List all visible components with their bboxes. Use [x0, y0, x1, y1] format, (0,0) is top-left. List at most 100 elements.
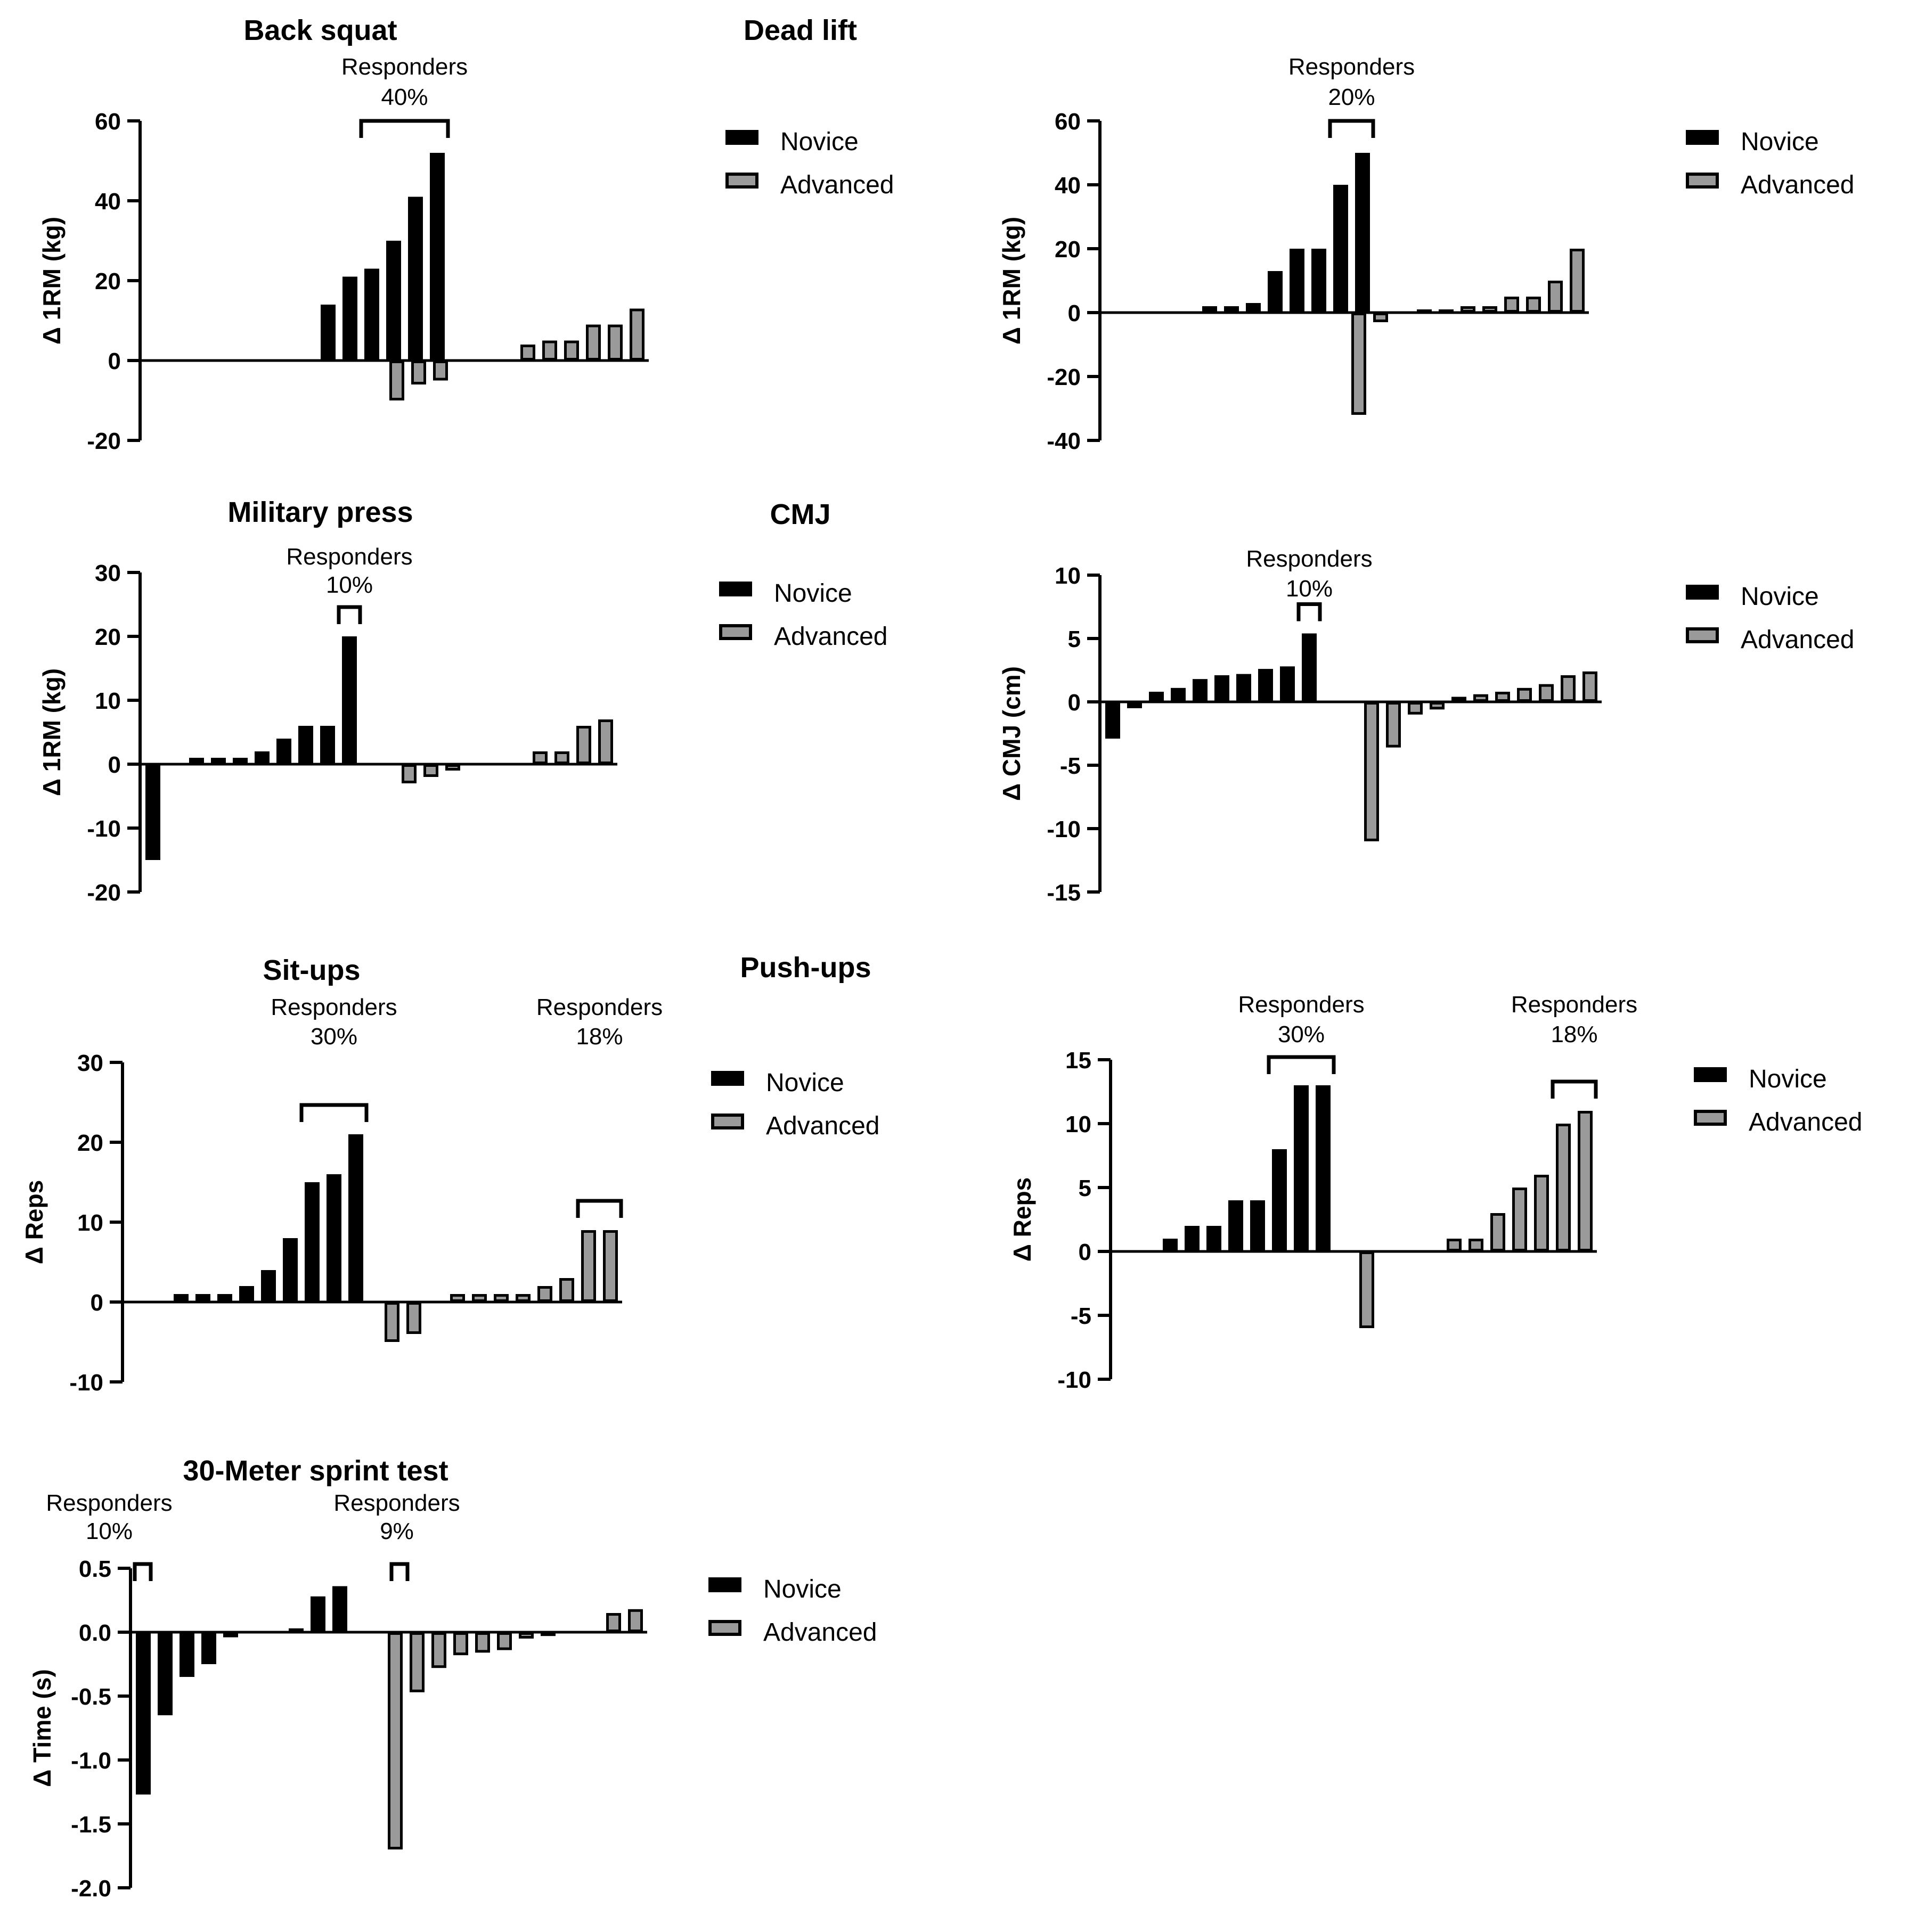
- bar-advanced: [1359, 1251, 1374, 1328]
- bar-novice: [1280, 666, 1295, 702]
- bar-advanced: [411, 361, 426, 384]
- responders-bracket: [389, 1562, 410, 1581]
- bar-advanced: [1482, 306, 1497, 313]
- bar-novice: [311, 1596, 325, 1632]
- bar-novice: [1228, 1200, 1243, 1251]
- y-tick-label: -5: [1060, 753, 1081, 779]
- y-tick-label: 0: [91, 1290, 103, 1316]
- bar-novice: [1246, 303, 1261, 313]
- responders-label: Responders: [341, 54, 468, 80]
- bar-novice: [1258, 669, 1273, 702]
- bar-advanced: [1570, 249, 1585, 313]
- legend-swatch-novice: [1686, 130, 1719, 145]
- y-tick-label: 30: [77, 1050, 103, 1076]
- bar-novice: [1171, 687, 1186, 702]
- bar-novice: [1127, 702, 1142, 708]
- legend-swatch-novice: [711, 1071, 744, 1086]
- bar-novice: [145, 764, 160, 860]
- responders-percent: 9%: [380, 1518, 414, 1544]
- chart-title: Back squat: [243, 14, 397, 46]
- legend: Novice Advanced: [1694, 1065, 1863, 1136]
- legend-label-advanced: Advanced: [763, 1618, 877, 1647]
- bar-novice: [342, 636, 357, 764]
- bar-advanced: [519, 1632, 534, 1639]
- bar-novice: [342, 276, 357, 361]
- legend-swatch-advanced: [708, 1620, 741, 1636]
- bar-novice: [158, 1632, 173, 1715]
- bar-advanced: [497, 1632, 512, 1650]
- bar-advanced: [1430, 702, 1445, 710]
- bar-advanced: [554, 751, 569, 764]
- bar-novice: [211, 758, 226, 764]
- bar-advanced: [1582, 671, 1597, 702]
- y-tick-label: -20: [87, 880, 121, 906]
- responders-bracket: [133, 1562, 153, 1581]
- bar-advanced: [1386, 702, 1401, 748]
- responders-bracket: [337, 605, 362, 624]
- bar-advanced: [1504, 297, 1519, 313]
- bar-advanced: [389, 361, 404, 400]
- y-tick-label: 60: [1055, 109, 1081, 135]
- responders-bracket: [1551, 1079, 1598, 1099]
- bar-advanced: [385, 1302, 399, 1342]
- bar-advanced: [533, 751, 548, 764]
- y-tick-label: 40: [95, 189, 121, 215]
- responders-percent: 18%: [1551, 1021, 1597, 1047]
- chart-title: CMJ: [770, 498, 830, 530]
- y-axis-title: Δ Reps: [1008, 1177, 1036, 1262]
- bar-novice: [1149, 691, 1164, 702]
- bar-advanced: [564, 340, 579, 361]
- legend-label-advanced: Advanced: [766, 1112, 880, 1140]
- bar-advanced: [1473, 694, 1488, 702]
- bar-novice: [195, 1294, 210, 1302]
- bar-advanced: [541, 1632, 556, 1636]
- bar-advanced: [450, 1294, 465, 1302]
- bar-advanced: [1534, 1175, 1549, 1251]
- legend-label-novice: Novice: [774, 579, 852, 608]
- bar-advanced: [1417, 309, 1432, 313]
- legend-swatch-novice: [708, 1577, 741, 1592]
- bar-novice: [321, 305, 336, 361]
- responders-percent: 40%: [381, 84, 428, 110]
- legend-label-advanced: Advanced: [780, 171, 894, 199]
- legend-label-novice: Novice: [1741, 128, 1819, 156]
- responders-bracket: [1296, 602, 1322, 621]
- legend-swatch-advanced: [1694, 1110, 1727, 1126]
- legend-label-novice: Novice: [780, 128, 859, 156]
- bar-novice: [1355, 153, 1370, 313]
- bar-advanced: [433, 361, 448, 381]
- y-tick-label: 0.0: [79, 1620, 111, 1646]
- legend-label-advanced: Advanced: [774, 623, 888, 651]
- y-tick-label: 30: [95, 560, 121, 586]
- bar-novice: [364, 268, 379, 361]
- bar-novice: [276, 739, 291, 764]
- y-tick-label: -20: [1047, 364, 1081, 390]
- bar-novice: [320, 726, 335, 764]
- legend: Novice Advanced: [725, 128, 894, 199]
- bar-advanced: [1451, 697, 1466, 702]
- bar-advanced: [1364, 702, 1379, 841]
- responders-percent: 20%: [1328, 84, 1375, 110]
- bar-novice: [1206, 1226, 1221, 1251]
- y-axis-title: Δ CMJ (cm): [998, 666, 1025, 801]
- y-tick-label: 0: [108, 348, 121, 374]
- bar-novice: [201, 1632, 216, 1664]
- bar-advanced: [608, 324, 623, 361]
- bar-advanced: [1469, 1239, 1483, 1251]
- legend-label-novice: Novice: [1741, 583, 1819, 611]
- bar-advanced: [1447, 1239, 1462, 1251]
- bar-advanced: [630, 308, 645, 361]
- bar-advanced: [1561, 675, 1576, 702]
- bar-novice: [298, 726, 313, 764]
- legend-swatch-novice: [719, 582, 752, 596]
- bar-advanced: [606, 1613, 621, 1632]
- bar-advanced: [542, 340, 557, 361]
- responders-label: Responders: [333, 1490, 460, 1516]
- legend: Novice Advanced: [711, 1069, 880, 1140]
- responders-label: Responders: [286, 544, 412, 570]
- bar-advanced: [1517, 687, 1532, 702]
- bar-novice: [1224, 306, 1239, 313]
- bar-novice: [1311, 249, 1326, 313]
- y-tick-label: -15: [1047, 880, 1081, 906]
- bar-advanced: [1578, 1111, 1593, 1251]
